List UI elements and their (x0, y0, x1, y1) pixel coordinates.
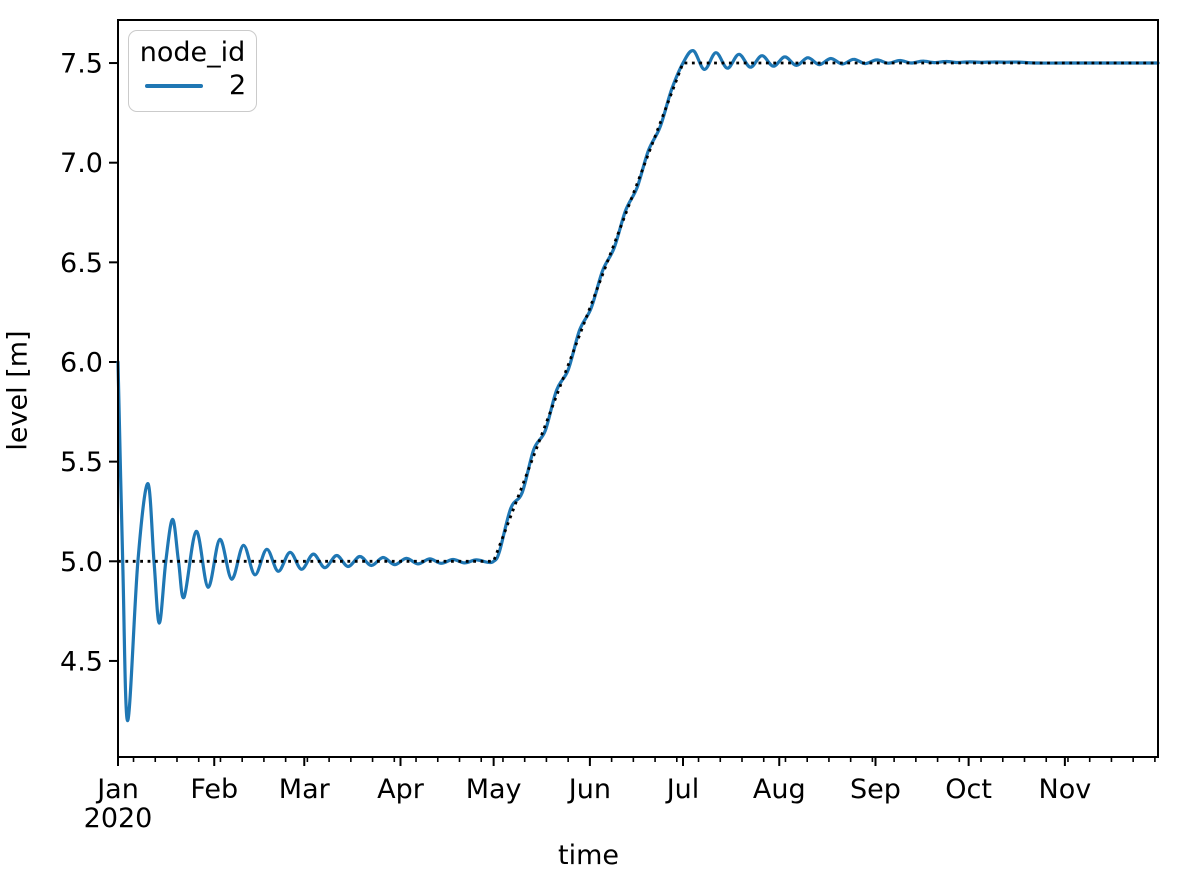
plot-border (117, 19, 1159, 758)
x-tick-year-label: 2020 (84, 803, 153, 834)
y-tick-label: 6.5 (60, 248, 103, 279)
legend-box: node_id 2 (128, 30, 257, 112)
x-tick-label: Mar (279, 774, 331, 805)
x-tick-label: Oct (945, 774, 992, 805)
x-tick-label: May (466, 774, 522, 805)
y-tick-label: 5.5 (60, 447, 103, 478)
legend-entry: 2 (129, 68, 256, 104)
y-tick-label: 7.5 (60, 49, 103, 80)
x-axis-ticks (117, 757, 1156, 766)
legend-entry-label: 2 (229, 70, 247, 101)
level-node-2-line (116, 49, 1160, 723)
y-tick-label: 5.0 (60, 547, 103, 578)
x-tick-label: Aug (753, 774, 806, 805)
y-tick-label: 6.0 (60, 347, 103, 378)
y-tick-label: 4.5 (60, 646, 103, 677)
y-axis-title: level [m] (2, 330, 34, 451)
x-axis-title: time (557, 840, 619, 871)
x-tick-label: Sep (850, 774, 901, 805)
x-tick-label: Jun (567, 774, 611, 805)
y-axis-ticks (109, 62, 118, 662)
x-tick-label: Apr (377, 774, 425, 805)
x-tick-label: Nov (1039, 774, 1092, 805)
x-tick-label: Feb (190, 774, 238, 805)
x-tick-label: Jul (665, 774, 700, 805)
legend-title: node_id (139, 37, 246, 68)
target-level-line (118, 61, 1158, 563)
legend-line-swatch (145, 84, 203, 88)
x-tick-labels: Jan Feb Mar Apr May Jun Jul Aug Sep Oct Nov 2020 (84, 774, 1092, 834)
x-tick-label: Jan (95, 774, 139, 805)
y-tick-label: 7.0 (60, 148, 103, 179)
y-tick-labels: 4.5 5.0 5.5 6.0 6.5 7.0 7.5 (60, 49, 103, 678)
